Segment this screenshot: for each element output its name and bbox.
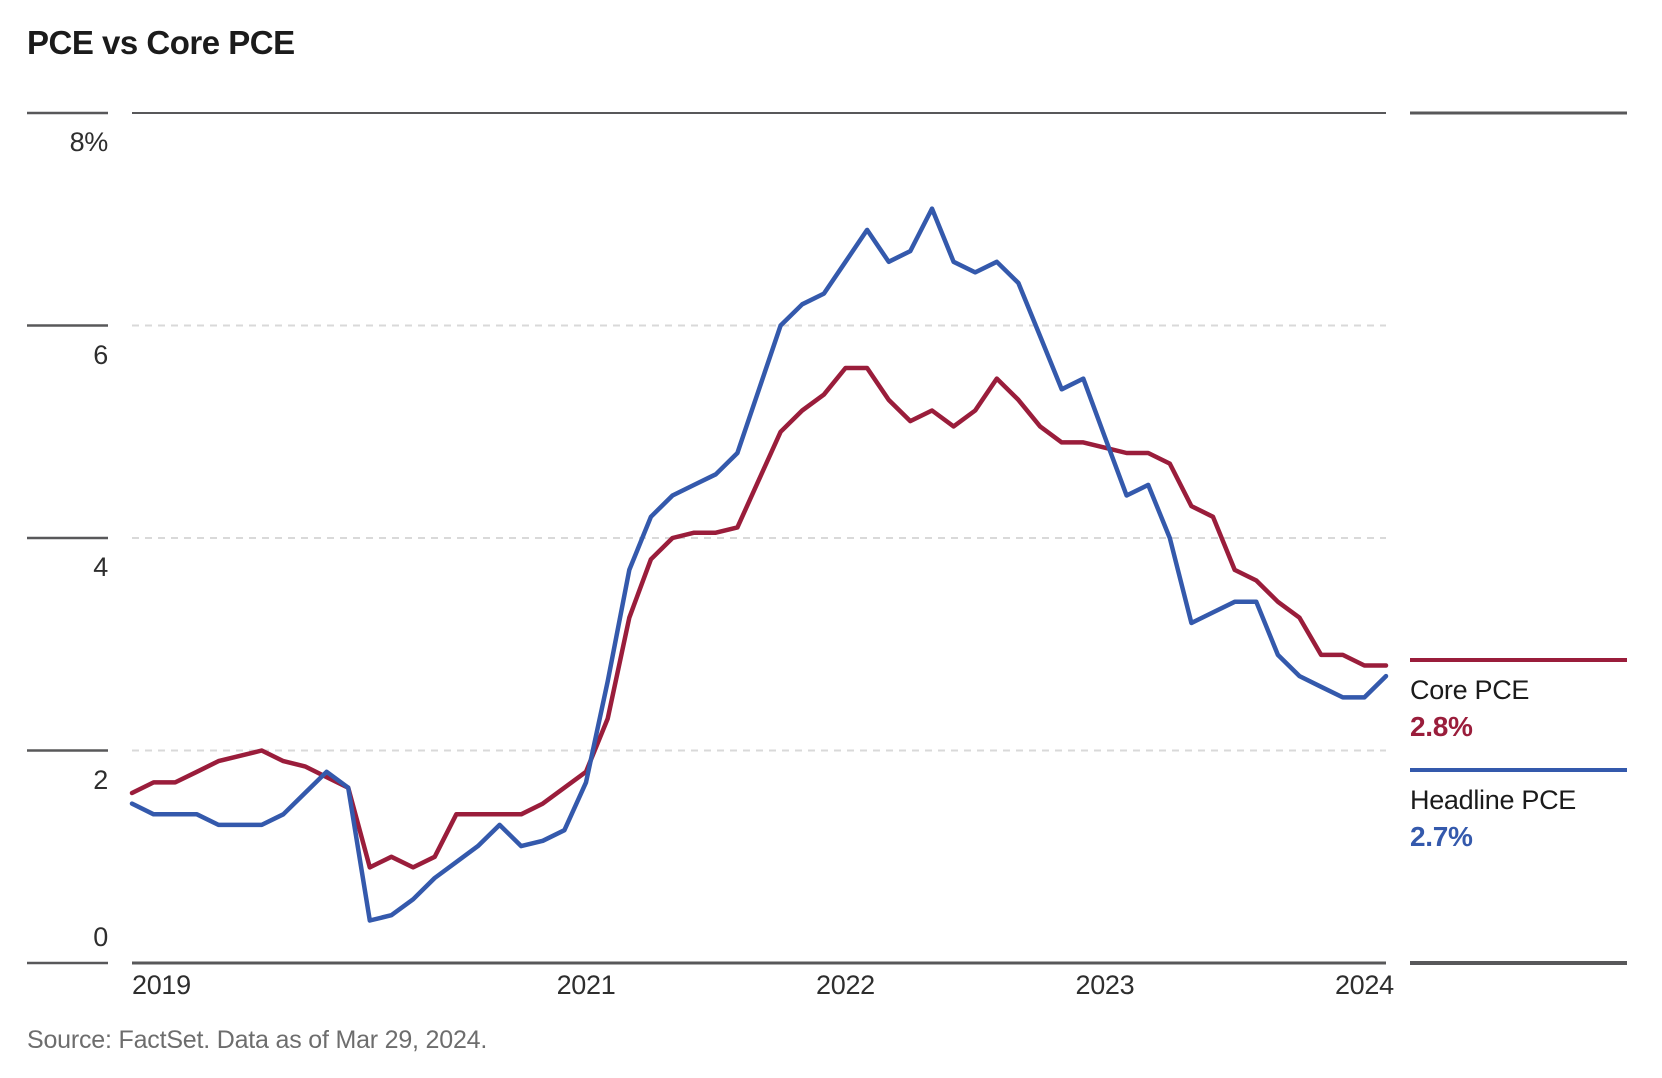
legend-item-headline-pce: Headline PCE 2.7% bbox=[1410, 768, 1627, 853]
headline-pce-swatch bbox=[1410, 768, 1627, 772]
legend-item-core-pce: Core PCE 2.8% bbox=[1410, 658, 1627, 743]
legend-label-headline-pce: Headline PCE bbox=[1410, 785, 1576, 815]
y-tick-label-0: 0 bbox=[93, 922, 108, 952]
headline-pce-value: 2.7% bbox=[1410, 821, 1473, 852]
x-tick-label-2022: 2022 bbox=[816, 970, 875, 1000]
x-tick-label-2021: 2021 bbox=[556, 970, 616, 1000]
y-tick-label-4: 4 bbox=[93, 552, 108, 582]
x-tick-label-2023: 2023 bbox=[1075, 970, 1135, 1000]
source-note: Source: FactSet. Data as of Mar 29, 2024… bbox=[27, 1026, 488, 1054]
chart-title: PCE vs Core PCE bbox=[27, 24, 295, 61]
x-tick-label-2024: 2024 bbox=[1334, 970, 1394, 1000]
y-tick-label-6: 6 bbox=[93, 339, 108, 370]
y-tick-label-8: 8% bbox=[69, 127, 109, 157]
legend-label-core-pce: Core PCE bbox=[1410, 675, 1530, 705]
y-tick-label-2: 2 bbox=[93, 764, 108, 795]
core-pce-swatch bbox=[1410, 658, 1627, 662]
core-pce-value: 2.8% bbox=[1410, 711, 1473, 742]
x-tick-label-2019: 2019 bbox=[132, 970, 191, 1000]
headline-pce-line bbox=[129, 206, 1389, 923]
